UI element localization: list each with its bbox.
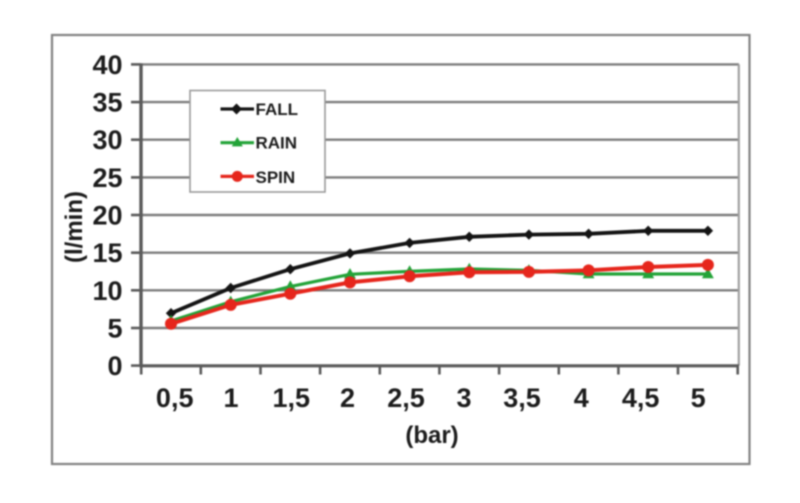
svg-text:2: 2 bbox=[340, 383, 355, 413]
svg-text:3: 3 bbox=[456, 383, 471, 413]
svg-text:(l/min): (l/min) bbox=[61, 191, 88, 263]
svg-text:1,5: 1,5 bbox=[273, 383, 311, 413]
svg-text:4: 4 bbox=[574, 383, 589, 413]
svg-text:0: 0 bbox=[107, 351, 122, 381]
svg-text:SPIN: SPIN bbox=[256, 168, 296, 187]
svg-text:1: 1 bbox=[223, 383, 238, 413]
svg-text:25: 25 bbox=[92, 163, 122, 193]
svg-text:30: 30 bbox=[92, 125, 122, 155]
svg-text:RAIN: RAIN bbox=[256, 134, 298, 153]
svg-text:2,5: 2,5 bbox=[387, 383, 425, 413]
svg-text:4,5: 4,5 bbox=[622, 383, 660, 413]
svg-text:10: 10 bbox=[92, 276, 122, 306]
svg-text:3,5: 3,5 bbox=[503, 383, 541, 413]
svg-text:(bar): (bar) bbox=[405, 422, 458, 449]
svg-text:15: 15 bbox=[92, 238, 122, 268]
svg-text:5: 5 bbox=[691, 383, 706, 413]
svg-text:40: 40 bbox=[92, 50, 122, 80]
svg-text:35: 35 bbox=[92, 88, 122, 118]
svg-text:5: 5 bbox=[107, 314, 122, 344]
svg-text:0,5: 0,5 bbox=[156, 383, 194, 413]
svg-text:FALL: FALL bbox=[256, 100, 299, 119]
svg-text:20: 20 bbox=[92, 201, 122, 231]
